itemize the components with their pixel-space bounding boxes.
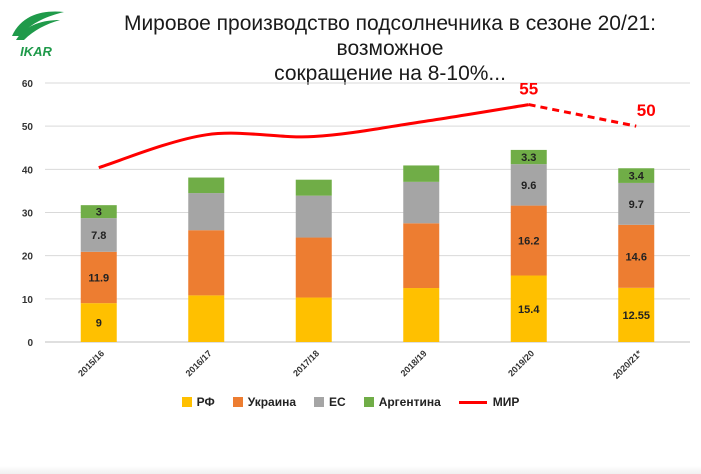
- bar-segment: [188, 177, 225, 194]
- bar-segment: [295, 195, 332, 238]
- chart-title-line-1: Мировое производство подсолнечника в сез…: [123, 12, 657, 60]
- bar-segment: [403, 223, 440, 289]
- legend-label: РФ: [196, 395, 215, 409]
- bar-segment: [80, 303, 117, 342]
- legend-label: Украина: [247, 395, 297, 409]
- data-label: 3.4: [629, 171, 645, 183]
- world-line-solid: [98, 103, 529, 170]
- legend-swatch: [181, 397, 192, 407]
- bar-segment: [510, 149, 547, 165]
- world-line-forecast: [528, 103, 637, 128]
- data-label: 7.8: [91, 230, 106, 242]
- bar-segment: [510, 205, 547, 276]
- data-label: 9.6: [521, 180, 536, 192]
- logo-swoosh-mid: [16, 20, 60, 40]
- bar-segment: [80, 218, 117, 252]
- x-tick-label: 2019/20: [506, 348, 536, 378]
- data-label: 3: [96, 207, 102, 219]
- world-line-series: 55 50: [98, 80, 656, 170]
- world-line-label: 55: [519, 80, 538, 99]
- legend-label: Аргентина: [378, 395, 441, 409]
- legend-swatch: [232, 397, 243, 407]
- legend-item: Украина: [232, 395, 297, 409]
- legend-line-swatch: [458, 400, 487, 404]
- data-label: 15.4: [518, 304, 540, 316]
- y-tick-label: 40: [22, 165, 34, 176]
- bar-segment: [188, 193, 225, 231]
- legend-item: РФ: [181, 395, 215, 409]
- bar-segment: [403, 181, 440, 224]
- chart-title-line-2: сокращение на 8-10%...: [274, 62, 506, 85]
- stacked-bar-chart: 0 10 20 30 40 50 60 9 11.9 7.8 3 15.4 16.2 9.6 3.3 12.…: [22, 79, 690, 381]
- data-label: 3.3: [521, 152, 536, 164]
- bar-segment: [403, 288, 440, 342]
- legend-item: ЕС: [314, 395, 346, 409]
- bar-segment: [618, 224, 655, 288]
- gridlines: [45, 82, 690, 343]
- y-tick-label: 0: [27, 338, 33, 349]
- footer-rule: [0, 466, 701, 474]
- bar-segment: [188, 295, 225, 342]
- legend-item: Аргентина: [363, 395, 441, 409]
- ikar-logo: IKAR: [12, 11, 64, 59]
- x-tick-label: 2016/17: [184, 348, 214, 378]
- legend-label: МИР: [492, 395, 520, 409]
- bars: 9 11.9 7.8 3 15.4 16.2 9.6 3.3 12.55 14.6 9.7 3.4: [80, 149, 655, 342]
- x-tick-label: 2017/18: [291, 348, 321, 378]
- y-tick-label: 60: [22, 79, 34, 90]
- bar-segment: [80, 205, 117, 219]
- bar-segment: [618, 168, 655, 183]
- data-label: 11.9: [88, 272, 109, 284]
- bar-segment: [295, 237, 332, 298]
- data-label: 16.2: [518, 236, 539, 248]
- logo-text: IKAR: [20, 44, 52, 59]
- bar-segment: [295, 179, 332, 196]
- x-tick-label: 2020/21*: [611, 348, 644, 381]
- y-tick-label: 30: [22, 209, 34, 220]
- data-label: 9.7: [629, 199, 644, 211]
- logo-swoosh-top: [12, 11, 64, 36]
- bar-segment: [80, 251, 117, 304]
- world-line-label: 50: [637, 101, 656, 120]
- bar-segment: [295, 297, 332, 342]
- legend: РФ Украина ЕС Аргентина МИР: [0, 395, 701, 409]
- data-label: 14.6: [626, 251, 647, 263]
- chart-title: Мировое производство подсолнечника в сез…: [70, 11, 701, 86]
- bar-segment: [188, 230, 225, 296]
- legend-item: МИР: [458, 395, 520, 409]
- x-tick-label: 2018/19: [399, 348, 429, 378]
- y-axis: 0 10 20 30 40 50 60: [22, 79, 34, 349]
- bar-segment: [510, 164, 547, 206]
- data-label: 9: [96, 318, 102, 330]
- y-tick-label: 20: [22, 252, 34, 263]
- x-axis: 2015/16 2016/17 2017/18 2018/19 2019/20 2020/…: [76, 348, 644, 381]
- data-label: 12.55: [622, 310, 650, 322]
- legend-swatch: [363, 397, 374, 407]
- y-tick-label: 10: [22, 295, 34, 306]
- bar-segment: [618, 182, 655, 225]
- legend-swatch: [314, 397, 325, 407]
- bar-segment: [618, 287, 655, 342]
- bar-segment: [403, 165, 440, 182]
- y-tick-label: 50: [22, 122, 34, 133]
- x-tick-label: 2015/16: [76, 348, 106, 378]
- legend-label: ЕС: [329, 395, 346, 409]
- bar-segment: [510, 275, 547, 342]
